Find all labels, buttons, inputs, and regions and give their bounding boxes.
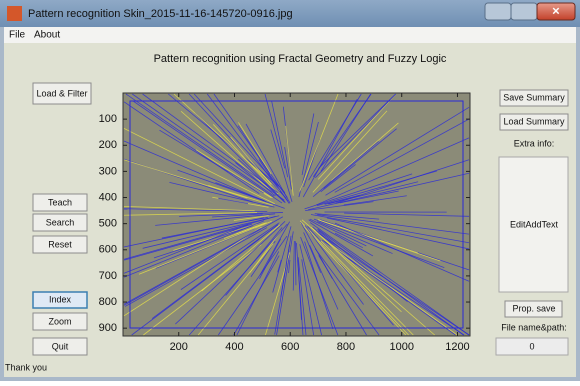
button-label: Save Summary	[503, 92, 565, 102]
text-area-value: EditAddText	[510, 219, 559, 229]
menu-item[interactable]: About	[34, 30, 60, 41]
app-window: Pattern recognition Skin_2015-11-16-1457…	[0, 0, 580, 381]
x-tick-label: 800	[337, 341, 355, 353]
x-tick-label: 1000	[389, 341, 413, 353]
x-tick-label: 400	[225, 341, 243, 353]
y-tick-label: 700	[99, 270, 117, 282]
button-label: Load Summary	[503, 116, 565, 126]
y-tick-label: 200	[99, 139, 117, 151]
close-icon: ✕	[552, 7, 560, 18]
window-title: Pattern recognition Skin_2015-11-16-1457…	[28, 8, 293, 20]
button-label: Reset	[48, 239, 72, 249]
y-tick-label: 400	[99, 191, 117, 203]
minimize-button[interactable]	[485, 3, 511, 20]
y-tick-label: 500	[99, 218, 117, 230]
menu-item[interactable]: File	[9, 30, 26, 41]
x-tick-label: 600	[281, 341, 299, 353]
menu-bar	[4, 27, 576, 43]
status-text: Thank you	[5, 362, 47, 372]
button-label: Quit	[52, 341, 69, 351]
button-label: Teach	[48, 197, 72, 207]
text-field-value: 0	[529, 341, 534, 351]
button-label: Load & Filter	[36, 88, 87, 98]
image-axes	[123, 93, 470, 336]
label: File name&path:	[501, 322, 567, 332]
button-label: Prop. save	[512, 303, 555, 313]
texture-line	[295, 241, 296, 285]
y-tick-label: 900	[99, 322, 117, 334]
x-tick-label: 200	[170, 341, 188, 353]
maximize-button[interactable]	[511, 3, 537, 20]
y-tick-label: 600	[99, 244, 117, 256]
button-label: Zoom	[48, 316, 71, 326]
y-tick-label: 800	[99, 296, 117, 308]
app-icon	[7, 6, 22, 21]
heading: Pattern recognition using Fractal Geomet…	[154, 53, 447, 65]
button-label: Search	[46, 217, 75, 227]
button-label: Index	[49, 294, 72, 304]
x-tick-label: 1200	[445, 341, 469, 353]
label: Extra info:	[514, 138, 555, 148]
y-tick-label: 100	[99, 113, 117, 125]
y-tick-label: 300	[99, 165, 117, 177]
